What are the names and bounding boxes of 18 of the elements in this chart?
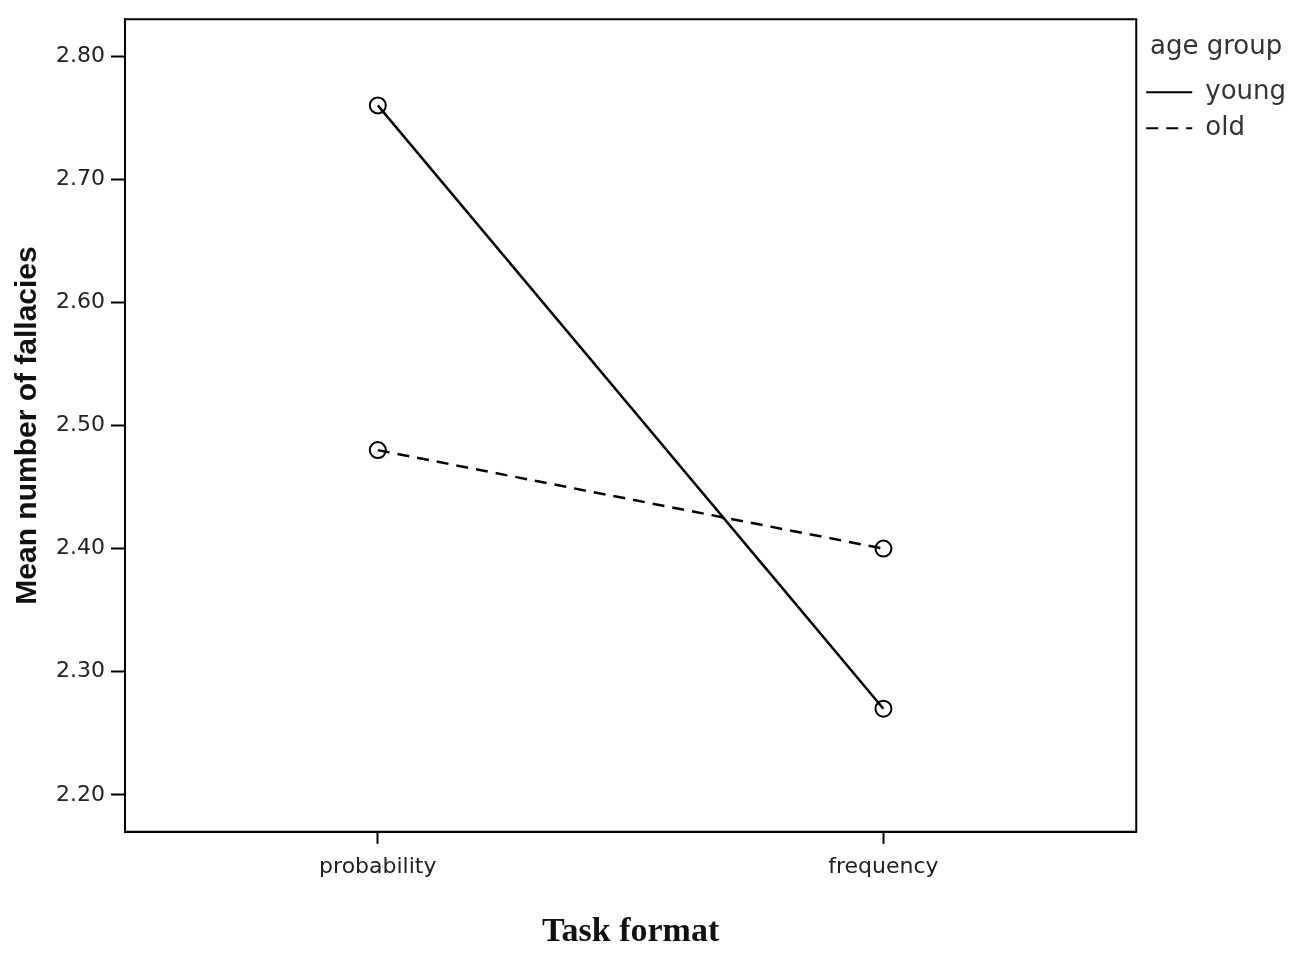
point — [368, 441, 387, 460]
legend-title: age group — [1150, 29, 1283, 60]
legend-label: old — [1205, 110, 1245, 141]
x-tick-label: frequency — [828, 852, 939, 878]
x-tick-label: probability — [319, 852, 437, 878]
y-tick-label: 2.20 — [56, 780, 105, 806]
y-tick-label: 2.40 — [56, 534, 105, 560]
y-tick-label: 2.60 — [56, 288, 105, 314]
y-tick-label: 2.30 — [56, 657, 105, 683]
y-tick-label: 2.50 — [56, 411, 105, 437]
y-tick-label: 2.70 — [56, 164, 105, 190]
point — [368, 96, 387, 115]
legend-label: young — [1205, 74, 1287, 105]
point — [874, 699, 893, 718]
y-axis-title: Mean number of fallacies — [9, 246, 43, 605]
x-axis-title: Task format — [541, 911, 720, 949]
y-tick-label: 2.80 — [56, 41, 105, 67]
point — [874, 539, 893, 558]
